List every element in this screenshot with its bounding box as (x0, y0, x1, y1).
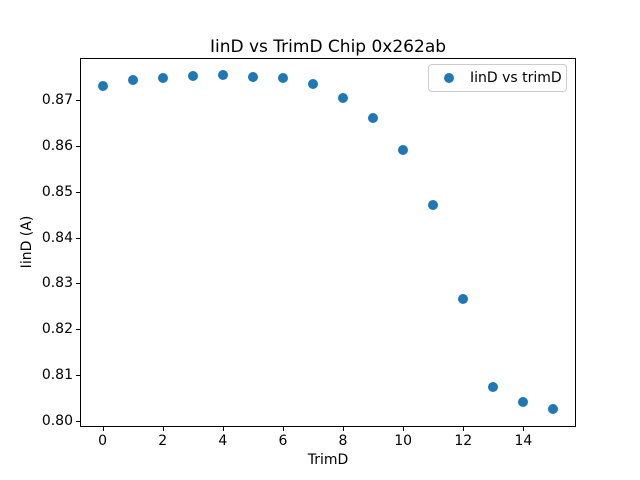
x-tick-mark (162, 427, 164, 431)
y-tick-mark (76, 145, 80, 147)
x-tick-label: 10 (394, 433, 413, 449)
data-point (127, 75, 138, 86)
x-tick-label: 2 (158, 433, 168, 449)
x-tick-mark (102, 427, 104, 431)
data-point (187, 70, 198, 81)
x-axis-label: TrimD (307, 452, 349, 468)
y-tick-mark (76, 100, 80, 102)
x-tick-label: 0 (98, 433, 107, 449)
x-tick-mark (523, 427, 525, 431)
x-tick-mark (343, 427, 345, 431)
y-tick-mark (76, 329, 80, 331)
x-tick-label: 4 (218, 433, 228, 449)
y-tick-mark (76, 283, 80, 285)
legend-label: IinD vs trimD (470, 70, 562, 86)
y-tick-mark (76, 191, 80, 193)
y-tick-label: 0.87 (41, 92, 73, 109)
x-tick-mark (403, 427, 405, 431)
y-tick-label: 0.84 (41, 229, 73, 246)
data-point (428, 200, 439, 211)
x-tick-mark (222, 427, 224, 431)
y-tick-mark (76, 237, 80, 239)
data-point (338, 92, 349, 103)
y-tick-label: 0.82 (41, 321, 73, 338)
x-tick-label: 8 (338, 433, 348, 449)
data-point (518, 397, 529, 408)
data-point (247, 72, 258, 83)
data-point (488, 381, 499, 392)
data-point (97, 81, 108, 92)
data-point (307, 79, 318, 90)
chart-title: IinD vs TrimD Chip 0x262ab (209, 37, 447, 57)
data-point (548, 404, 559, 415)
x-tick-mark (463, 427, 465, 431)
x-tick-label: 14 (514, 433, 533, 449)
y-tick-mark (76, 420, 80, 422)
legend: IinD vs trimD (428, 64, 567, 92)
y-tick-label: 0.85 (41, 183, 73, 200)
y-tick-label: 0.83 (41, 275, 73, 292)
data-point (398, 144, 409, 155)
data-point (458, 294, 469, 305)
data-point (368, 113, 379, 124)
y-tick-mark (76, 374, 80, 376)
data-point (217, 69, 228, 80)
x-tick-mark (282, 427, 284, 431)
legend-marker-icon (444, 73, 454, 83)
y-tick-label: 0.80 (41, 412, 73, 429)
axes-frame (80, 57, 576, 428)
y-tick-label: 0.81 (41, 366, 73, 383)
x-tick-label: 6 (278, 433, 288, 449)
x-tick-label: 12 (454, 433, 473, 449)
y-tick-label: 0.86 (41, 137, 73, 154)
data-point (277, 73, 288, 84)
data-point (157, 72, 168, 83)
